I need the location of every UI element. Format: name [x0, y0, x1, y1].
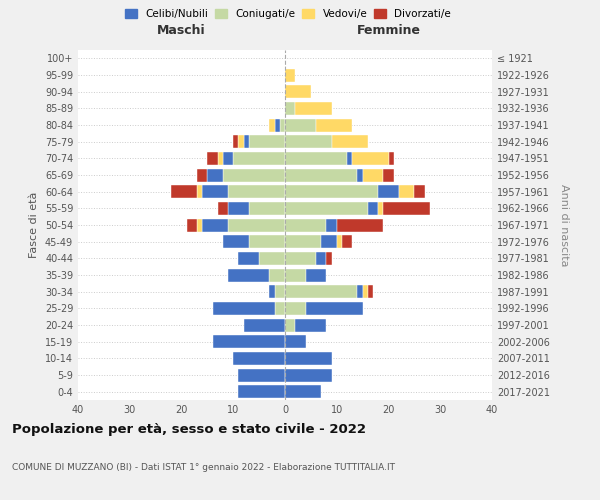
Bar [368, 285, 373, 298]
Bar [197, 185, 202, 198]
Bar [285, 268, 306, 281]
Bar [202, 185, 228, 198]
Bar [383, 202, 430, 215]
Bar [306, 268, 326, 281]
Bar [285, 68, 295, 82]
Bar [228, 185, 285, 198]
Bar [362, 285, 368, 298]
Bar [197, 168, 208, 181]
Bar [285, 318, 295, 332]
Bar [249, 202, 285, 215]
Bar [197, 218, 202, 232]
Bar [244, 318, 285, 332]
Bar [269, 118, 275, 132]
Bar [285, 102, 295, 115]
Bar [223, 152, 233, 165]
Bar [347, 152, 352, 165]
Bar [228, 202, 249, 215]
Bar [275, 118, 280, 132]
Bar [295, 318, 326, 332]
Text: Femmine: Femmine [356, 24, 421, 36]
Bar [285, 85, 311, 98]
Bar [337, 235, 342, 248]
Bar [208, 168, 223, 181]
Bar [269, 285, 275, 298]
Bar [212, 335, 285, 348]
Bar [285, 252, 316, 265]
Bar [378, 185, 399, 198]
Bar [285, 302, 306, 315]
Bar [218, 152, 223, 165]
Bar [285, 352, 332, 365]
Bar [415, 185, 425, 198]
Bar [285, 152, 347, 165]
Bar [218, 202, 228, 215]
Bar [238, 252, 259, 265]
Bar [285, 118, 316, 132]
Bar [228, 268, 269, 281]
Bar [295, 102, 332, 115]
Bar [389, 152, 394, 165]
Bar [285, 218, 326, 232]
Bar [238, 385, 285, 398]
Bar [249, 135, 285, 148]
Bar [223, 168, 285, 181]
Bar [233, 352, 285, 365]
Bar [275, 302, 285, 315]
Bar [362, 168, 383, 181]
Bar [285, 235, 321, 248]
Bar [352, 152, 389, 165]
Bar [269, 268, 285, 281]
Bar [378, 202, 383, 215]
Bar [337, 218, 383, 232]
Bar [238, 135, 244, 148]
Bar [208, 152, 218, 165]
Bar [233, 135, 238, 148]
Bar [332, 135, 368, 148]
Bar [285, 168, 358, 181]
Bar [342, 235, 352, 248]
Bar [358, 168, 362, 181]
Bar [259, 252, 285, 265]
Bar [280, 118, 285, 132]
Bar [285, 185, 378, 198]
Bar [249, 235, 285, 248]
Bar [285, 385, 321, 398]
Legend: Celibi/Nubili, Coniugati/e, Vedovi/e, Divorzati/e: Celibi/Nubili, Coniugati/e, Vedovi/e, Di… [121, 5, 455, 24]
Bar [233, 152, 285, 165]
Bar [228, 218, 285, 232]
Bar [244, 135, 249, 148]
Bar [399, 185, 415, 198]
Bar [316, 118, 352, 132]
Bar [171, 185, 197, 198]
Bar [187, 218, 197, 232]
Bar [368, 202, 378, 215]
Bar [212, 302, 275, 315]
Bar [383, 168, 394, 181]
Text: COMUNE DI MUZZANO (BI) - Dati ISTAT 1° gennaio 2022 - Elaborazione TUTTITALIA.IT: COMUNE DI MUZZANO (BI) - Dati ISTAT 1° g… [12, 462, 395, 471]
Bar [326, 252, 332, 265]
Bar [202, 218, 228, 232]
Bar [316, 252, 326, 265]
Bar [285, 202, 368, 215]
Bar [285, 285, 358, 298]
Text: Maschi: Maschi [157, 24, 206, 36]
Bar [306, 302, 362, 315]
Bar [285, 335, 306, 348]
Bar [358, 285, 362, 298]
Bar [275, 285, 285, 298]
Text: Popolazione per età, sesso e stato civile - 2022: Popolazione per età, sesso e stato civil… [12, 422, 366, 436]
Bar [223, 235, 249, 248]
Y-axis label: Anni di nascita: Anni di nascita [559, 184, 569, 266]
Bar [321, 235, 337, 248]
Bar [238, 368, 285, 382]
Y-axis label: Fasce di età: Fasce di età [29, 192, 39, 258]
Bar [285, 135, 332, 148]
Bar [326, 218, 337, 232]
Bar [285, 368, 332, 382]
